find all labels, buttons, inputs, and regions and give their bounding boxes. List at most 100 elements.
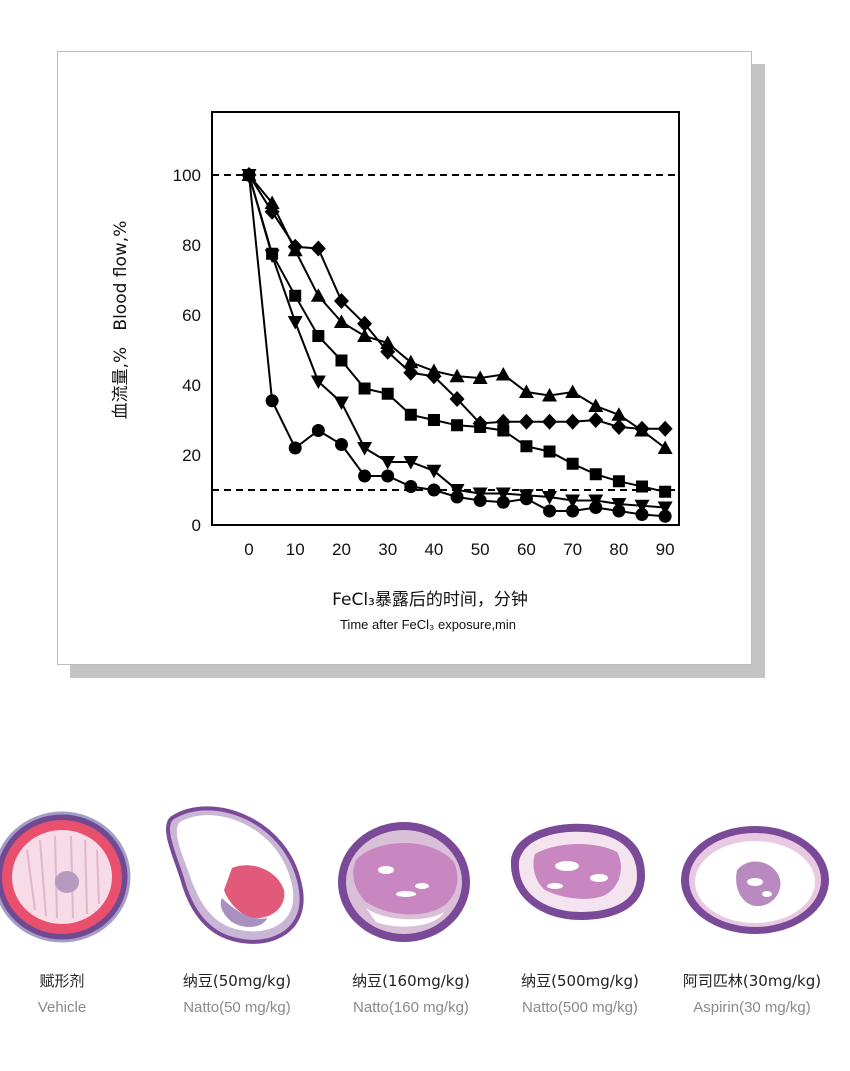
data-point bbox=[426, 464, 442, 479]
data-point bbox=[357, 442, 373, 456]
data-point bbox=[380, 343, 396, 360]
data-point bbox=[403, 456, 419, 470]
data-point bbox=[312, 330, 325, 342]
data-point bbox=[265, 394, 279, 408]
specimen-label-cn: 阿司匹林(30mg/kg) bbox=[682, 972, 822, 990]
data-point bbox=[427, 483, 441, 497]
y-tick-label: 80 bbox=[182, 236, 201, 255]
data-point bbox=[310, 288, 326, 302]
data-point bbox=[588, 494, 604, 508]
chart-panel: 0 10 20 30 40 50 60 70 80 90 0 20 40 60 80 100 血流量,% B… bbox=[57, 51, 752, 665]
data-point bbox=[658, 509, 672, 523]
series-line bbox=[248, 174, 666, 518]
data-point bbox=[451, 419, 464, 432]
plot-frame bbox=[211, 111, 680, 526]
data-point bbox=[404, 408, 417, 421]
data-point bbox=[472, 415, 488, 432]
x-tick-label: 60 bbox=[517, 540, 536, 559]
x-tick-label: 50 bbox=[471, 540, 490, 559]
series-line bbox=[248, 174, 666, 509]
data-point bbox=[497, 424, 510, 437]
specimen-label-cn: 纳豆(500mg/kg) bbox=[521, 972, 639, 990]
x-tick-label: 70 bbox=[563, 540, 582, 559]
data-point bbox=[357, 315, 373, 332]
data-point bbox=[520, 440, 533, 453]
data-point bbox=[288, 441, 302, 455]
x-axis-label-cn: FeCl₃暴露后的时间，分钟 bbox=[332, 590, 528, 610]
vessel-cross-section-image bbox=[681, 826, 829, 934]
data-point bbox=[333, 396, 349, 410]
x-tick-label: 20 bbox=[332, 540, 351, 559]
x-axis-label-en: Time after FeCl₃ exposure,min bbox=[340, 617, 516, 632]
series-triangle-up bbox=[241, 167, 673, 454]
blood-flow-chart: 0 10 20 30 40 50 60 70 80 90 0 20 40 60 80 100 血流量,% B… bbox=[111, 111, 680, 632]
data-point bbox=[404, 480, 418, 493]
data-point bbox=[543, 504, 557, 518]
data-point bbox=[659, 485, 672, 498]
data-point bbox=[657, 440, 673, 454]
data-point bbox=[634, 499, 650, 514]
specimen-label-cn: 纳豆(50mg/kg) bbox=[182, 972, 292, 990]
data-point bbox=[358, 382, 371, 395]
specimen-label-en: Natto(50 mg/kg) bbox=[183, 999, 291, 1016]
data-point bbox=[381, 469, 395, 483]
data-point bbox=[565, 384, 581, 398]
data-point bbox=[495, 487, 511, 501]
specimen-aspirin-30: 阿司匹林(30mg/kg) Aspirin(30 mg/kg) bbox=[667, 790, 837, 1030]
y-tick-label: 0 bbox=[192, 516, 201, 535]
data-point bbox=[542, 388, 558, 402]
specimen-natto-500: 纳豆(500mg/kg) Natto(500 mg/kg) bbox=[495, 790, 665, 1030]
x-tick-label: 0 bbox=[244, 540, 253, 559]
data-point bbox=[380, 335, 396, 349]
data-point bbox=[266, 247, 279, 260]
specimen-label-en: Natto(500 mg/kg) bbox=[522, 999, 638, 1016]
specimen-natto-50: 纳豆(50mg/kg) Natto(50 mg/kg) bbox=[152, 790, 322, 1030]
series-triangle-down bbox=[241, 169, 673, 515]
data-point bbox=[426, 368, 442, 385]
vessel-cross-section-image bbox=[165, 806, 304, 944]
data-point bbox=[289, 289, 302, 302]
data-point bbox=[634, 420, 650, 437]
series-line bbox=[248, 174, 666, 449]
histology-row: 赋形剂 Vehicle 纳豆(50mg/kg) Natto(50 mg/kg) … bbox=[0, 790, 850, 1070]
data-point bbox=[333, 293, 349, 309]
data-point bbox=[380, 456, 396, 470]
y-tick-label: 40 bbox=[182, 376, 201, 395]
specimen-label-en: Aspirin(30 mg/kg) bbox=[693, 999, 811, 1016]
data-point bbox=[334, 438, 348, 451]
specimen-label-cn: 纳豆(160mg/kg) bbox=[352, 972, 470, 990]
data-point bbox=[543, 445, 556, 458]
data-point bbox=[241, 167, 257, 183]
series-diamond bbox=[241, 167, 673, 437]
data-point bbox=[611, 419, 627, 435]
data-point bbox=[449, 391, 465, 407]
data-point bbox=[518, 384, 534, 398]
data-point bbox=[381, 387, 394, 400]
series-line bbox=[248, 174, 666, 493]
data-point bbox=[495, 367, 511, 381]
data-point bbox=[311, 424, 325, 437]
data-point bbox=[566, 504, 580, 518]
data-point bbox=[611, 498, 627, 512]
data-point bbox=[518, 413, 534, 430]
y-tick-label: 100 bbox=[173, 166, 201, 185]
specimen-label-en: Natto(160 mg/kg) bbox=[353, 999, 469, 1016]
data-point bbox=[472, 487, 488, 501]
y-tick-label: 20 bbox=[182, 446, 201, 465]
data-point bbox=[611, 407, 627, 421]
data-point bbox=[449, 368, 465, 383]
data-point bbox=[496, 495, 510, 509]
data-point bbox=[357, 328, 373, 342]
data-point bbox=[612, 475, 625, 488]
specimen-label-en: Vehicle bbox=[37, 999, 87, 1016]
vessel-cross-section-image bbox=[0, 811, 131, 943]
data-point bbox=[588, 398, 604, 412]
data-point bbox=[403, 354, 419, 369]
data-point bbox=[495, 413, 511, 430]
data-point bbox=[403, 364, 419, 381]
data-point bbox=[287, 238, 303, 255]
data-point bbox=[566, 457, 579, 470]
data-point bbox=[264, 203, 280, 220]
series-circle bbox=[242, 168, 672, 523]
data-point bbox=[333, 314, 349, 328]
